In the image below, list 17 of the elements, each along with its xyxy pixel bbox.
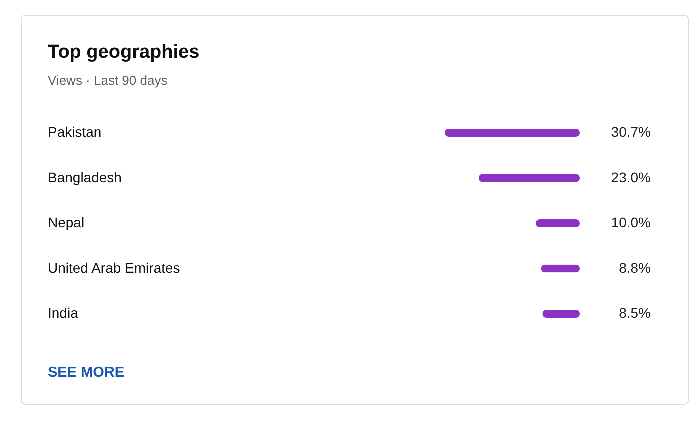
- data-label: 23.0%: [611, 169, 651, 186]
- data-label: 30.7%: [611, 124, 651, 140]
- data-label: 8.8%: [619, 260, 651, 276]
- bar: [536, 220, 580, 228]
- bar: [445, 129, 580, 137]
- y-tick-label: United Arab Emirates: [48, 260, 180, 276]
- text: Views · Last 90 days: [48, 73, 168, 88]
- text: SEE MORE: [48, 365, 125, 381]
- data-label: 10.0%: [611, 214, 651, 230]
- y-tick-label: Pakistan: [48, 124, 102, 140]
- y-tick-label: Nepal: [48, 214, 85, 230]
- bar: [478, 174, 580, 182]
- y-tick-label: Bangladesh: [48, 169, 122, 186]
- text: Top geographies: [48, 42, 200, 63]
- y-tick-label: India: [48, 305, 79, 321]
- bar: [542, 310, 580, 318]
- data-label: 8.5%: [619, 305, 651, 321]
